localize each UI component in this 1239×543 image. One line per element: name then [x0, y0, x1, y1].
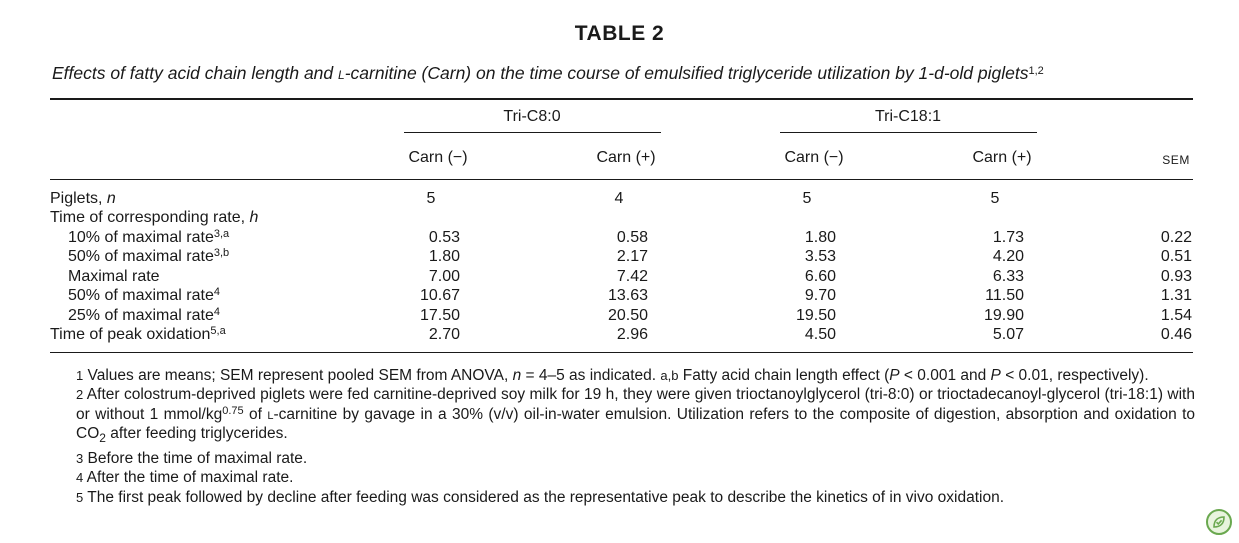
table-cell: 2.70 [428, 326, 460, 343]
table-cell: 4.20 [992, 248, 1024, 265]
table-footnotes: 1 Values are means; SEM represent pooled… [50, 366, 1195, 507]
col-header-sem: SEM [1162, 153, 1190, 167]
table-cell: 17.50 [419, 307, 460, 324]
footnote-2: 2 After colostrum-deprived piglets were … [76, 386, 1196, 446]
table-cell: 9.70 [804, 287, 836, 304]
group-rule-tri-c8 [404, 132, 661, 133]
group-header-tri-c8: Tri-C8:0 [503, 108, 561, 125]
row-label: 10% of maximal rate3,a [68, 228, 230, 247]
table-cell: 11.50 [985, 287, 1024, 304]
row-label: Time of peak oxidation5,a [50, 325, 226, 344]
row-label: Piglets, n [50, 190, 116, 207]
table-cell: 7.42 [616, 268, 648, 285]
col-header-c18-plus: Carn (+) [972, 149, 1032, 166]
group-header-tri-c18: Tri-C18:1 [874, 108, 942, 125]
col-header-c8-plus: Carn (+) [596, 149, 656, 166]
table-cell: 4 [614, 190, 624, 207]
row-label: 50% of maximal rate4 [68, 286, 220, 305]
table-cell: 19.90 [983, 307, 1024, 324]
table-cell: 13.63 [607, 287, 648, 304]
table-caption: Effects of fatty acid chain length and l… [52, 63, 1044, 83]
footnote-3: 3 Before the time of maximal rate. [76, 449, 308, 467]
header-rule [50, 179, 1193, 180]
row-label: 25% of maximal rate4 [68, 306, 220, 325]
footnote-4: 4 After the time of maximal rate. [76, 469, 294, 487]
row-label: Maximal rate [68, 268, 160, 285]
table-cell: 7.00 [428, 268, 460, 285]
table-cell: 5 [802, 190, 812, 207]
table-cell: 0.58 [616, 229, 648, 246]
table-cell: 6.60 [804, 268, 836, 285]
table-cell: 0.53 [428, 229, 460, 246]
table-cell: 1.73 [992, 229, 1024, 246]
table-cell: 0.51 [1160, 248, 1192, 265]
leaf-check-icon[interactable] [1206, 509, 1232, 535]
leaf-check-glyph [1213, 516, 1225, 528]
table-label: TABLE 2 [574, 22, 665, 45]
table-cell: 3.53 [804, 248, 836, 265]
row-label: 50% of maximal rate3,b [68, 247, 230, 266]
col-header-c8-minus: Carn (−) [408, 149, 468, 166]
table-cell: 0.46 [1160, 326, 1192, 343]
table-cell: 0.22 [1160, 229, 1192, 246]
table-cell: 1.31 [1160, 287, 1192, 304]
table-cell: 5 [426, 190, 436, 207]
table-cell: 1.80 [804, 229, 836, 246]
col-header-c18-minus: Carn (−) [784, 149, 844, 166]
table-cell: 1.80 [428, 248, 460, 265]
table-cell: 10.67 [419, 287, 460, 304]
table-cell: 19.50 [795, 307, 836, 324]
table-cell: 2.17 [616, 248, 648, 265]
footnote-1: 1 Values are means; SEM represent pooled… [76, 367, 1149, 384]
table-cell: 1.54 [1160, 307, 1192, 324]
table-cell: 5 [990, 190, 1000, 207]
table-cell: 20.50 [607, 307, 648, 324]
row-label: Time of corresponding rate, h [50, 209, 259, 226]
table-cell: 2.96 [616, 326, 648, 343]
bottom-rule [50, 352, 1193, 353]
table-cell: 4.50 [804, 326, 836, 343]
table-cell: 6.33 [992, 268, 1024, 285]
table-cell: 0.93 [1160, 268, 1192, 285]
table-cell: 5.07 [992, 326, 1024, 343]
top-rule [50, 98, 1193, 100]
footnote-5: 5 The first peak followed by decline aft… [76, 488, 1005, 506]
group-rule-tri-c18 [780, 132, 1037, 133]
